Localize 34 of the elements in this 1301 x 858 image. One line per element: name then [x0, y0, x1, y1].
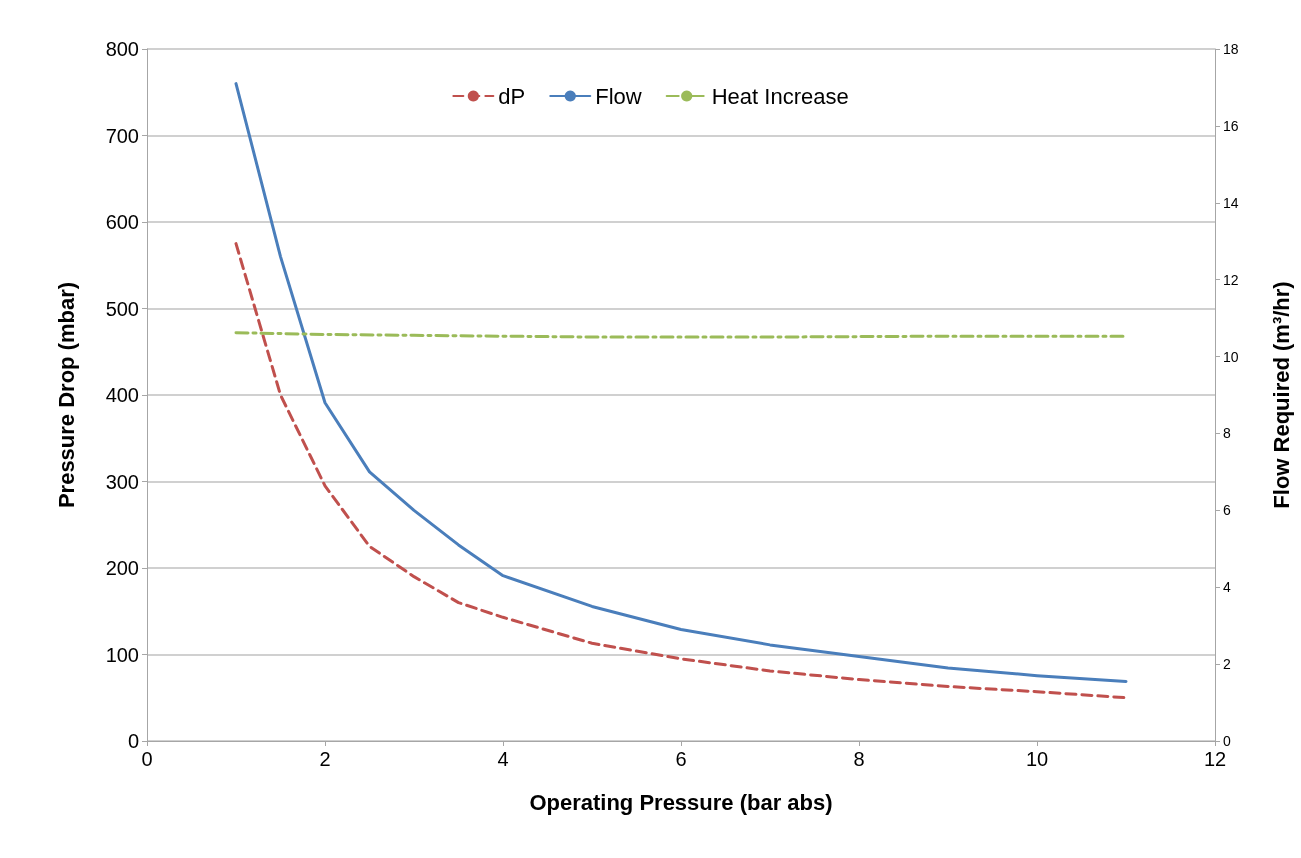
x-tick-label: 8	[853, 748, 865, 770]
x-tick-label: 0	[141, 748, 153, 770]
x-tick-label: 10	[1025, 748, 1049, 770]
x-tick-label: 2	[319, 748, 331, 770]
y-tick-label: 700	[105, 124, 139, 147]
legend-label: dP	[498, 83, 526, 109]
x-tick-label: 4	[497, 748, 509, 770]
line-series	[234, 82, 1128, 683]
y-tick-label: 300	[105, 470, 139, 493]
y2-tick-label: 14	[1223, 194, 1239, 211]
y-axis-title: Pressure Drop (mbar)	[53, 281, 79, 509]
y-tick-label: 600	[105, 211, 139, 233]
y-tick-label: 800	[105, 38, 139, 60]
x-axis-title: Operating Pressure (bar abs)	[529, 789, 833, 815]
y2-tick-label: 12	[1223, 271, 1239, 288]
x-tick-label: 12	[1203, 748, 1227, 770]
y2-axis-title: Flow Required (m³/hr)	[1268, 281, 1294, 509]
y2-tick-label: 16	[1223, 117, 1239, 134]
y-tick-label: 500	[105, 297, 139, 320]
y2-tick-label: 18	[1223, 41, 1239, 57]
y-tick-label: 100	[105, 643, 139, 666]
y2-tick-label: 0	[1223, 733, 1231, 749]
line-series	[234, 242, 1128, 700]
x-tick-label: 6	[675, 748, 687, 770]
y-tick-label: 200	[105, 557, 139, 579]
legend-label: Heat Increase	[711, 83, 849, 109]
y-tick-label: 0	[127, 730, 139, 752]
y-tick-label: 400	[105, 384, 139, 406]
y2-tick-label: 8	[1223, 425, 1231, 442]
y2-tick-label: 2	[1223, 656, 1231, 673]
legend-label: Flow	[595, 83, 642, 109]
y2-tick-label: 4	[1223, 579, 1231, 596]
y2-tick-label: 10	[1223, 348, 1239, 365]
y2-tick-label: 6	[1223, 502, 1231, 519]
